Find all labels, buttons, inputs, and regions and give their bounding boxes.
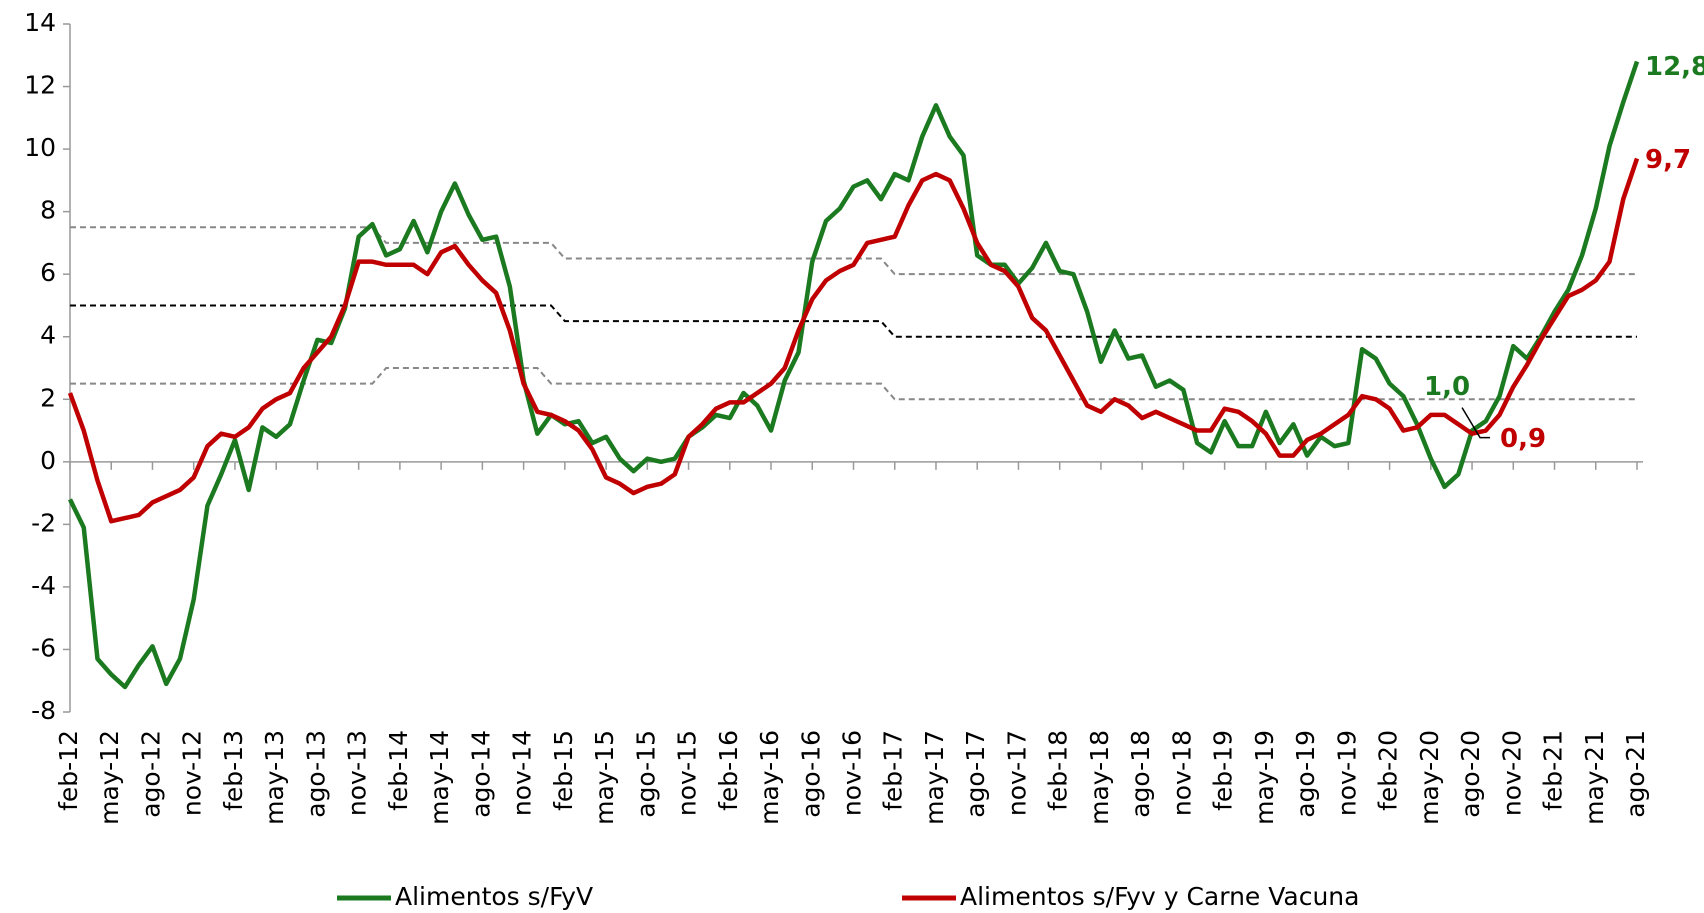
x-tick-label: may-14: [425, 730, 454, 825]
x-tick-label: nov-15: [673, 730, 702, 816]
x-tick-label: feb-12: [54, 730, 83, 811]
x-tick-label: ago-17: [961, 730, 990, 818]
x-tick-label: may-15: [590, 730, 619, 825]
legend-label: Alimentos s/FyV: [395, 882, 593, 911]
data-label: 12,8: [1645, 52, 1704, 82]
x-tick-label: ago-18: [1126, 730, 1155, 818]
y-tick-label: 2: [40, 383, 56, 412]
legend-label: Alimentos s/Fyv y Carne Vacuna: [960, 882, 1359, 911]
y-tick-label: 10: [24, 133, 56, 162]
x-tick-label: may-20: [1415, 730, 1444, 825]
x-tick-label: ago-20: [1456, 730, 1485, 818]
x-tick-label: nov-18: [1167, 730, 1196, 816]
x-tick-label: feb-21: [1539, 730, 1568, 811]
data-label: 9,7: [1645, 145, 1691, 175]
x-tick-label: feb-19: [1209, 730, 1238, 811]
x-tick-label: feb-15: [549, 730, 578, 811]
y-tick-label: 12: [24, 71, 56, 100]
x-tick-label: may-13: [260, 730, 289, 825]
series-line: [67, 157, 1640, 524]
y-tick-label: -4: [31, 571, 56, 600]
y-tick-label: 14: [24, 8, 56, 37]
x-tick-label: ago-12: [136, 730, 165, 818]
x-tick-label: nov-14: [508, 730, 537, 816]
y-tick-label: -2: [31, 508, 56, 537]
y-tick-label: -8: [31, 696, 56, 725]
x-tick-label: nov-17: [1002, 730, 1031, 816]
x-tick-label: ago-14: [466, 730, 495, 818]
x-tick-label: may-21: [1580, 730, 1609, 825]
reference-line: [70, 304, 1637, 338]
x-tick-label: may-17: [920, 730, 949, 825]
x-tick-label: ago-16: [796, 730, 825, 818]
y-tick-label: 6: [40, 258, 56, 287]
series-line: [67, 60, 1640, 690]
y-tick-label: 4: [40, 321, 56, 350]
x-tick-label: feb-13: [219, 730, 248, 811]
leader-line: [1461, 407, 1491, 439]
x-tick-label: may-12: [95, 730, 124, 825]
x-tick-label: feb-16: [714, 730, 743, 811]
x-tick-label: nov-13: [343, 730, 372, 816]
data-label: 0,9: [1500, 424, 1546, 454]
x-tick-label: nov-12: [178, 730, 207, 816]
x-tick-label: ago-19: [1291, 730, 1320, 818]
x-tick-label: may-19: [1250, 730, 1279, 825]
x-tick-label: feb-17: [879, 730, 908, 811]
y-tick-label: 8: [40, 196, 56, 225]
data-label: 1,0: [1424, 372, 1470, 402]
x-tick-label: nov-16: [838, 730, 867, 816]
x-tick-label: feb-20: [1374, 730, 1403, 811]
x-tick-label: ago-13: [301, 730, 330, 818]
x-tick-label: feb-18: [1044, 730, 1073, 811]
reference-line: [70, 367, 1637, 401]
x-tick-label: feb-14: [384, 730, 413, 811]
y-tick-label: 0: [40, 446, 56, 475]
x-tick-label: ago-21: [1621, 730, 1650, 818]
x-tick-label: ago-15: [631, 730, 660, 818]
x-tick-label: nov-19: [1332, 730, 1361, 816]
y-tick-label: -6: [31, 633, 56, 662]
x-tick-label: nov-20: [1497, 730, 1526, 816]
x-tick-label: may-16: [755, 730, 784, 825]
x-tick-label: may-18: [1085, 730, 1114, 825]
